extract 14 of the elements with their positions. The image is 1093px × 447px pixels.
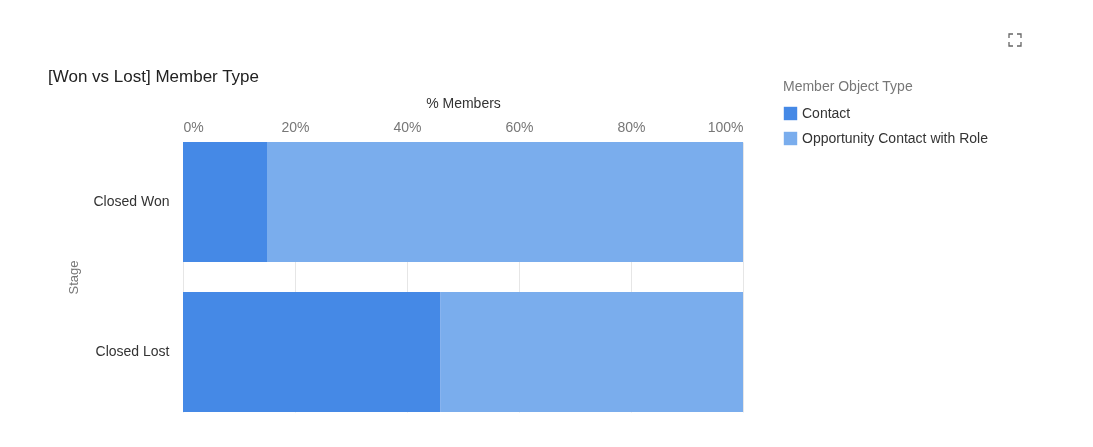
x-tick-label: 20% <box>281 118 310 135</box>
x-tick-label: 0% <box>183 118 204 135</box>
legend-title: Member Object Type <box>783 78 913 94</box>
legend-label: Opportunity Contact with Role <box>802 129 989 146</box>
y-tick-label: Closed Lost <box>95 343 170 359</box>
x-tick-label: 60% <box>505 118 534 135</box>
x-axis-title: % Members <box>426 94 501 111</box>
x-tick-label: 40% <box>393 118 422 135</box>
legend-label: Contact <box>802 104 851 121</box>
x-tick-label: 80% <box>617 118 646 135</box>
y-tick-label: Closed Won <box>93 193 170 209</box>
x-tick-label: 100% <box>707 118 744 135</box>
chart-title: [Won vs Lost] Member Type <box>48 67 260 86</box>
y-axis-title: Stage <box>66 260 82 295</box>
